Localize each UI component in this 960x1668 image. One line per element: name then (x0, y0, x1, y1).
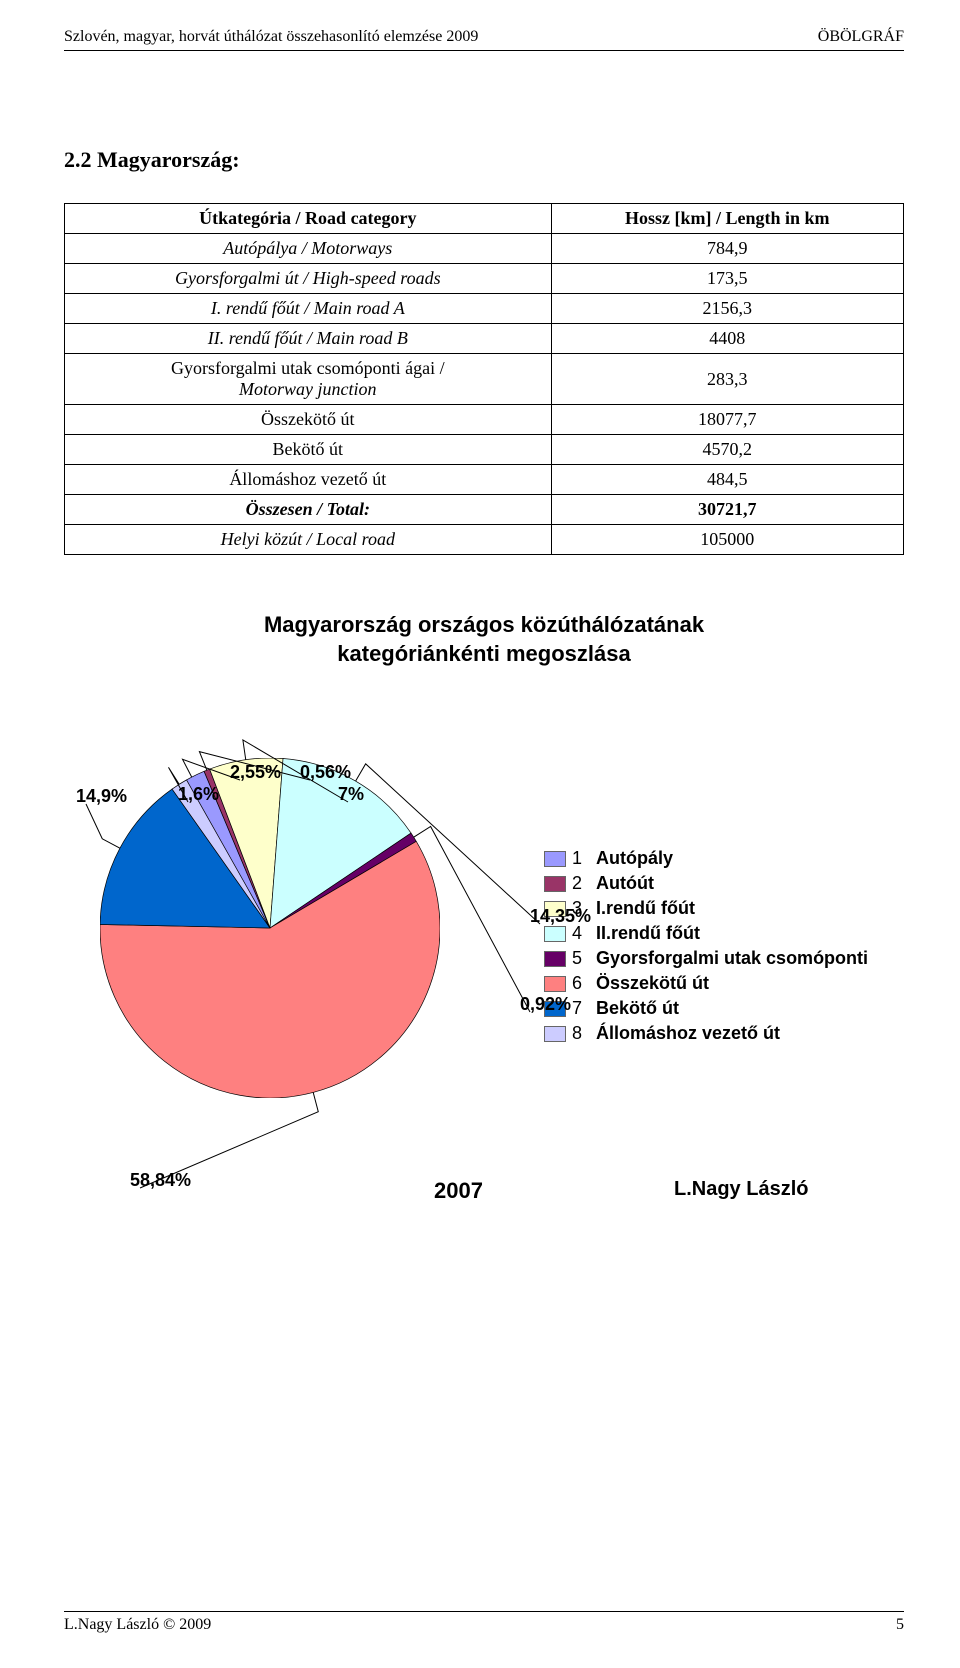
table-cell-value: 784,9 (551, 234, 903, 264)
table-cell-label: Összekötő út (65, 405, 552, 435)
road-category-table: Útkategória / Road category Hossz [km] /… (64, 203, 904, 555)
table-cell-value: 4408 (551, 324, 903, 354)
table-cell-value: 4570,2 (551, 435, 903, 465)
table-row: II. rendű főút / Main road B4408 (65, 324, 904, 354)
pie-ext-label: 1,6% (178, 784, 219, 805)
table-cell-value: 283,3 (551, 354, 903, 405)
table-row: I. rendű főút / Main road A2156,3 (65, 294, 904, 324)
pie-ext-label: 58,84% (130, 1170, 191, 1191)
table-cell-label: Gyorsforgalmi út / High-speed roads (65, 264, 552, 294)
table-cell-value: 18077,7 (551, 405, 903, 435)
table-row: Összesen / Total:30721,7 (65, 495, 904, 525)
table-cell-value: 30721,7 (551, 495, 903, 525)
chart-title: Magyarország országos közúthálózatának k… (64, 611, 904, 668)
table-row: Összekötő út18077,7 (65, 405, 904, 435)
page-number: 5 (896, 1616, 904, 1634)
table-cell-label: Bekötő út (65, 435, 552, 465)
table-row: Gyorsforgalmi utak csomóponti ágai /Moto… (65, 354, 904, 405)
pie-ext-label: 14,9% (76, 786, 127, 807)
leader-lines (64, 688, 904, 1208)
table-header-left: Útkategória / Road category (65, 204, 552, 234)
table-cell-label: Helyi közút / Local road (65, 525, 552, 555)
pie-chart: 1Autópály2Autóút3I.rendű főút4II.rendű f… (64, 688, 904, 1208)
header-rule (64, 50, 904, 51)
footer-left: L.Nagy László © 2009 (64, 1616, 211, 1634)
table-cell-label: Autópálya / Motorways (65, 234, 552, 264)
pie-ext-label: 7% (338, 784, 364, 805)
table-cell-value: 173,5 (551, 264, 903, 294)
section-title: 2.2 Magyarország: (64, 147, 904, 173)
pie-ext-label: 2,55% (230, 762, 281, 783)
table-row: Állomáshoz vezető út484,5 (65, 465, 904, 495)
footer-rule (64, 1611, 904, 1612)
table-cell-value: 484,5 (551, 465, 903, 495)
header-left: Szlovén, magyar, horvát úthálózat összeh… (64, 28, 478, 46)
table-row: Autópálya / Motorways784,9 (65, 234, 904, 264)
table-cell-label: Összesen / Total: (65, 495, 552, 525)
table-cell-label: II. rendű főút / Main road B (65, 324, 552, 354)
table-cell-label: Gyorsforgalmi utak csomóponti ágai /Moto… (65, 354, 552, 405)
pie-ext-label: 0,92% (520, 994, 571, 1015)
table-cell-value: 2156,3 (551, 294, 903, 324)
table-header-right: Hossz [km] / Length in km (551, 204, 903, 234)
table-cell-value: 105000 (551, 525, 903, 555)
pie-ext-label: 14,35% (530, 906, 591, 927)
table-row: Gyorsforgalmi út / High-speed roads173,5 (65, 264, 904, 294)
table-cell-label: I. rendű főút / Main road A (65, 294, 552, 324)
pie-ext-label: 0,56% (300, 762, 351, 783)
table-cell-label: Állomáshoz vezető út (65, 465, 552, 495)
table-row: Bekötő út4570,2 (65, 435, 904, 465)
table-row: Helyi közút / Local road105000 (65, 525, 904, 555)
header-right: ÖBÖLGRÁF (818, 28, 904, 46)
